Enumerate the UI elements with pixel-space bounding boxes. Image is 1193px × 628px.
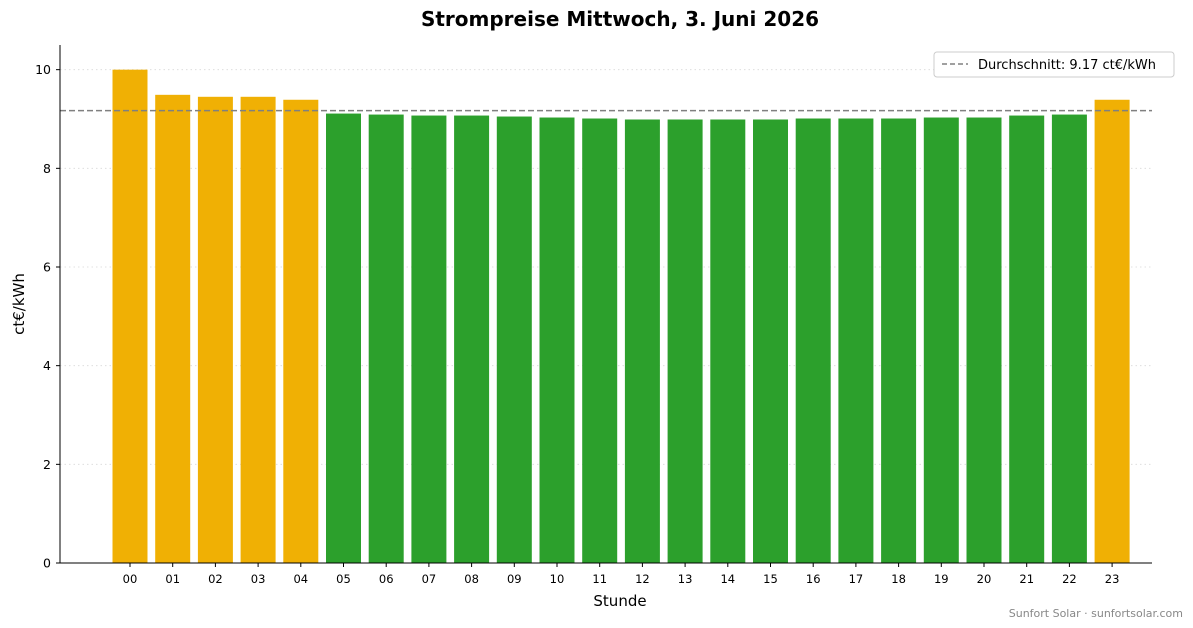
y-tick-label-10: 10 bbox=[35, 62, 51, 77]
bar-18 bbox=[881, 118, 917, 564]
bar-17 bbox=[838, 118, 874, 564]
x-tick-label-21: 21 bbox=[1019, 572, 1034, 586]
bar-00 bbox=[112, 69, 148, 564]
bar-13 bbox=[667, 119, 703, 563]
x-tick-label-14: 14 bbox=[720, 572, 735, 586]
credit-text: Sunfort Solar · sunfortsolar.com bbox=[1009, 607, 1183, 620]
bar-12 bbox=[624, 119, 660, 563]
bar-07 bbox=[411, 115, 447, 564]
x-tick-label-17: 17 bbox=[849, 572, 864, 586]
x-tick-label-08: 08 bbox=[464, 572, 479, 586]
bar-19 bbox=[923, 117, 959, 564]
x-tick-label-00: 00 bbox=[123, 572, 138, 586]
y-tick-label-0: 0 bbox=[43, 556, 51, 571]
bar-22 bbox=[1051, 114, 1087, 563]
x-tick-label-11: 11 bbox=[592, 572, 607, 586]
x-tick-label-16: 16 bbox=[806, 572, 821, 586]
bar-14 bbox=[710, 119, 746, 563]
x-tick-label-05: 05 bbox=[336, 572, 351, 586]
bar-10 bbox=[539, 117, 575, 564]
x-tick-label-18: 18 bbox=[891, 572, 906, 586]
bar-03 bbox=[240, 96, 276, 564]
x-tick-label-09: 09 bbox=[507, 572, 522, 586]
x-tick-label-01: 01 bbox=[165, 572, 180, 586]
bar-23 bbox=[1094, 99, 1130, 563]
bar-15 bbox=[753, 119, 788, 563]
bar-16 bbox=[795, 118, 831, 564]
x-tick-label-13: 13 bbox=[678, 572, 693, 586]
x-ticks: 00 01 02 03 04 05 06 07 08 09 10 11 12 13 14 15 16 17 18 19… bbox=[123, 563, 1120, 586]
bars bbox=[112, 69, 1130, 564]
bar-02 bbox=[197, 96, 233, 564]
x-tick-label-22: 22 bbox=[1062, 572, 1077, 586]
y-tick-label-4: 4 bbox=[43, 358, 51, 373]
bar-06 bbox=[368, 114, 404, 563]
x-tick-label-15: 15 bbox=[763, 572, 778, 586]
bar-01 bbox=[155, 94, 191, 564]
x-tick-label-23: 23 bbox=[1105, 572, 1120, 586]
legend-label: Durchschnitt: 9.17 ct€/kWh bbox=[978, 58, 1156, 73]
bar-09 bbox=[496, 116, 532, 564]
x-tick-label-07: 07 bbox=[422, 572, 437, 586]
y-tick-label-6: 6 bbox=[43, 260, 51, 275]
legend: Durchschnitt: 9.17 ct€/kWh bbox=[933, 51, 1175, 78]
chart-title: Strompreise Mittwoch, 3. Juni 2026 bbox=[421, 7, 819, 31]
y-axis-label: ct€/kWh bbox=[10, 273, 28, 335]
y-tick-label-8: 8 bbox=[43, 161, 51, 176]
legend-box bbox=[933, 51, 1175, 78]
bar-08 bbox=[454, 115, 490, 564]
bar-20 bbox=[966, 117, 1002, 564]
x-tick-label-20: 20 bbox=[977, 572, 992, 586]
x-tick-label-10: 10 bbox=[550, 572, 565, 586]
x-axis-label: Stunde bbox=[593, 592, 646, 610]
x-tick-label-02: 02 bbox=[208, 572, 223, 586]
bar-21 bbox=[1009, 115, 1045, 564]
bar-05 bbox=[326, 113, 361, 563]
y-ticks: 0 2 4 6 8 10 bbox=[35, 62, 60, 571]
y-tick-label-2: 2 bbox=[43, 457, 51, 472]
x-tick-label-12: 12 bbox=[635, 572, 650, 586]
x-tick-label-04: 04 bbox=[293, 572, 308, 586]
bar-04 bbox=[283, 99, 319, 563]
bar-11 bbox=[582, 118, 618, 564]
axes bbox=[59, 45, 1152, 564]
x-tick-label-19: 19 bbox=[934, 572, 949, 586]
x-tick-label-03: 03 bbox=[251, 572, 266, 586]
x-tick-label-06: 06 bbox=[379, 572, 394, 586]
